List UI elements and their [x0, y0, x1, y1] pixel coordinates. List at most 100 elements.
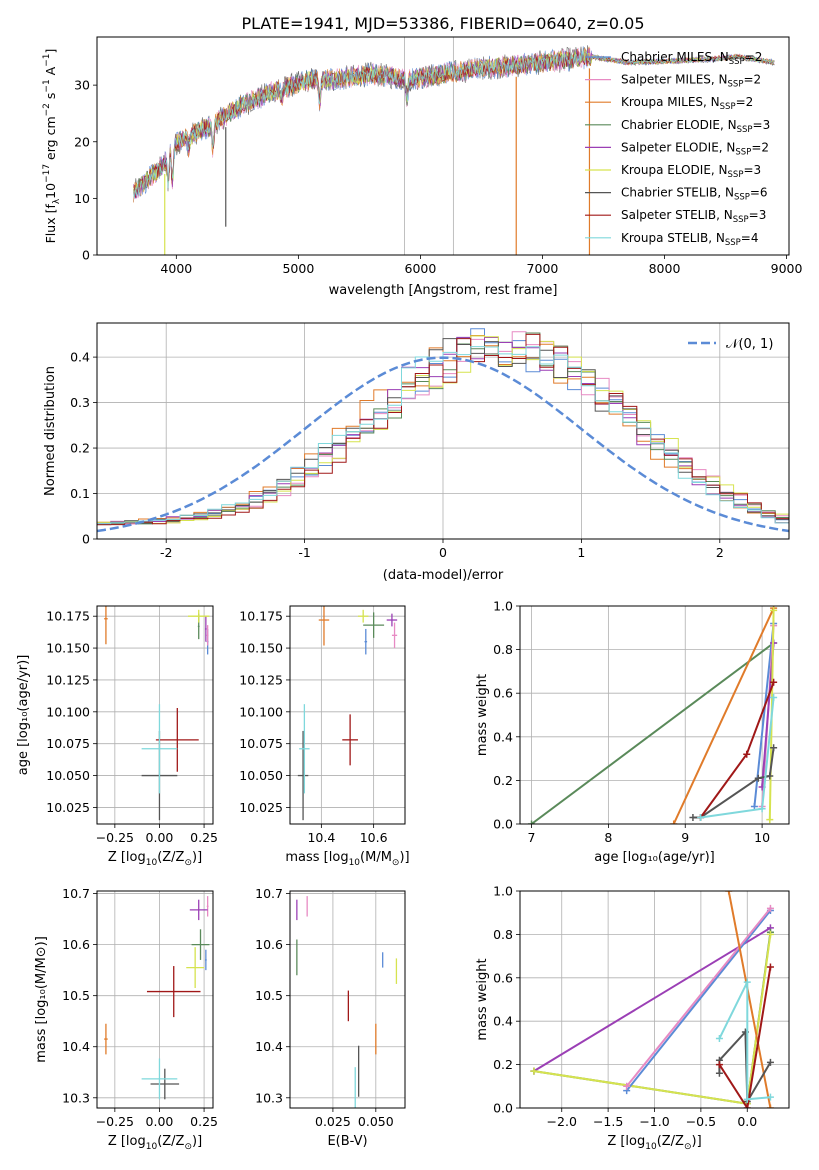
weight-line — [718, 966, 772, 1108]
y-tick-label: 10.025 — [46, 800, 90, 815]
legend-label: Kroupa ELODIE, NSSP=3 — [621, 163, 761, 180]
legend-label: Chabrier ELODIE, NSSP=3 — [621, 118, 770, 135]
x-tick-label: 10.6 — [360, 830, 388, 845]
spectrum-line — [133, 50, 775, 199]
weight-line — [625, 909, 772, 1092]
weight-marker — [743, 750, 751, 758]
x-tick-label: 0.0 — [737, 1114, 757, 1129]
axes-frame — [289, 890, 406, 1109]
y-tick-label: 10.4 — [255, 1039, 283, 1054]
y-tick-label: 10.7 — [255, 886, 283, 901]
errorbars — [296, 896, 398, 1108]
histogram-step — [97, 336, 789, 526]
y-tick-label: 10.7 — [62, 886, 90, 901]
age-vs-mass-panel: 10.4 10.6 10.025 10.050 10.075 10.100 10.125 10… — [239, 605, 410, 868]
x-axis-label: Z [log10(Z/Z⊙)] — [607, 1134, 701, 1152]
weight-marker — [766, 1058, 774, 1066]
weight-lines — [530, 891, 774, 1108]
x-tick-label: 9000 — [771, 261, 803, 276]
y-tick-label: 10.075 — [239, 736, 283, 751]
weight-line — [533, 927, 771, 1072]
x-axis-label: mass [log10(M/M⊙)] — [285, 850, 409, 868]
x-tick-label: 6000 — [405, 261, 437, 276]
x-tick-label: 9 — [681, 830, 689, 845]
residuals-panel: -2 -1 0 1 2 0 0.1 0.2 0.3 0.4 (data-model)/error No… — [43, 322, 790, 583]
weight-marker — [754, 774, 762, 782]
errorbars — [297, 606, 398, 821]
weight-marker — [623, 1082, 631, 1090]
weight-marker — [766, 772, 774, 780]
y-tick-label: 10 — [74, 191, 90, 206]
y-tick-label: 10.150 — [46, 641, 90, 656]
legend-label: Chabrier STELIB, NSSP=6 — [621, 186, 768, 203]
weight-line — [700, 697, 775, 819]
weight-vs-age-panel: 7 8 9 10 0.0 0.2 0.4 0.6 0.8 1.0 age [log₁₀(age/yr… — [475, 599, 790, 865]
x-axis-label: wavelength [Angstrom, rest frame] — [329, 283, 558, 298]
weight-line — [727, 891, 772, 1108]
y-tick-label: 0 — [82, 532, 90, 547]
axes-frame — [96, 36, 790, 256]
y-axis-label: age [log₁₀(age/yr)] — [16, 655, 31, 776]
y-tick-label: 10.125 — [46, 672, 90, 687]
y-tick-label: 20 — [74, 134, 90, 149]
y-axis-label: mass weight — [475, 674, 490, 756]
y-tick-label: 10.4 — [62, 1039, 90, 1054]
y-tick-label: 1.0 — [493, 884, 513, 899]
x-tick-label: 7 — [528, 830, 536, 845]
y-tick-label: 10.050 — [46, 768, 90, 783]
x-tick-label: -1 — [298, 545, 310, 560]
y-tick-label: 0.3 — [70, 395, 90, 410]
y-tick-label: 0.2 — [70, 441, 90, 456]
y-tick-label: 10.5 — [62, 988, 90, 1003]
x-tick-label: 0.050 — [358, 1114, 394, 1129]
x-axis-label: Z [log10(Z/Z⊙)] — [108, 850, 202, 868]
normal-curve — [97, 356, 789, 533]
y-tick-label: 10.100 — [239, 704, 283, 719]
weight-line — [625, 907, 772, 1087]
y-tick-label: 30 — [74, 78, 90, 93]
weight-marker — [697, 813, 705, 821]
histogram-step — [97, 338, 789, 525]
x-tick-label: -2 — [160, 545, 172, 560]
y-tick-label: 10.3 — [255, 1090, 283, 1105]
x-tick-label: 2 — [716, 545, 724, 560]
y-tick-label: 10.150 — [239, 641, 283, 656]
x-tick-label: 0.25 — [190, 1114, 218, 1129]
y-tick-label: 0.0 — [493, 1101, 513, 1116]
weight-marker — [743, 1104, 751, 1108]
figure-title: PLATE=1941, MJD=53386, FIBERID=0640, z=0… — [241, 14, 644, 33]
histogram-lines — [97, 328, 789, 533]
x-axis-label: E(B-V) — [327, 1134, 367, 1149]
weight-line — [533, 934, 772, 1105]
weight-marker — [670, 820, 678, 824]
x-tick-label: 4000 — [160, 261, 192, 276]
weight-marker — [770, 678, 778, 686]
weight-marker — [743, 1095, 751, 1103]
axes-frame — [96, 605, 214, 825]
y-tick-label: 0.1 — [70, 486, 90, 501]
y-tick-label: 10.6 — [255, 937, 283, 952]
legend-label: 𝒩(0, 1) — [726, 337, 773, 352]
legend-label: Salpeter STELIB, NSSP=3 — [621, 208, 766, 225]
y-tick-label: 0.4 — [493, 729, 513, 744]
y-tick-label: 1.0 — [493, 599, 513, 614]
axes-frame — [519, 605, 790, 825]
x-tick-label: 0.00 — [146, 1114, 174, 1129]
y-tick-label: 0.4 — [493, 1014, 513, 1029]
errorbars — [104, 896, 210, 1100]
panels: 4000 5000 6000 7000 8000 90000102030wavelengt… — [16, 36, 803, 1152]
weight-marker — [766, 816, 774, 824]
y-axis-label: Normed distribution — [43, 366, 58, 496]
y-tick-label: 10.075 — [46, 736, 90, 751]
legend-label: Chabrier MILES, NSSP=2 — [621, 50, 762, 67]
weight-marker — [758, 805, 766, 813]
x-tick-label: 0.025 — [315, 1114, 351, 1129]
histogram-step — [97, 333, 789, 526]
errorbars — [104, 606, 210, 821]
x-tick-label: 10.4 — [307, 830, 335, 845]
x-axis-label: age [log₁₀(age/yr)] — [594, 850, 715, 865]
mass-vs-ebv-panel: 0.025 0.050 10.3 10.4 10.5 10.6 10.7 E(B-V) — [255, 886, 406, 1149]
y-tick-label: 10.175 — [46, 609, 90, 624]
x-tick-label: −0.25 — [96, 1114, 134, 1129]
age-vs-z-panel: −0.25 0.00 0.25 10.025 10.050 10.075 10.100 10.… — [16, 605, 218, 868]
